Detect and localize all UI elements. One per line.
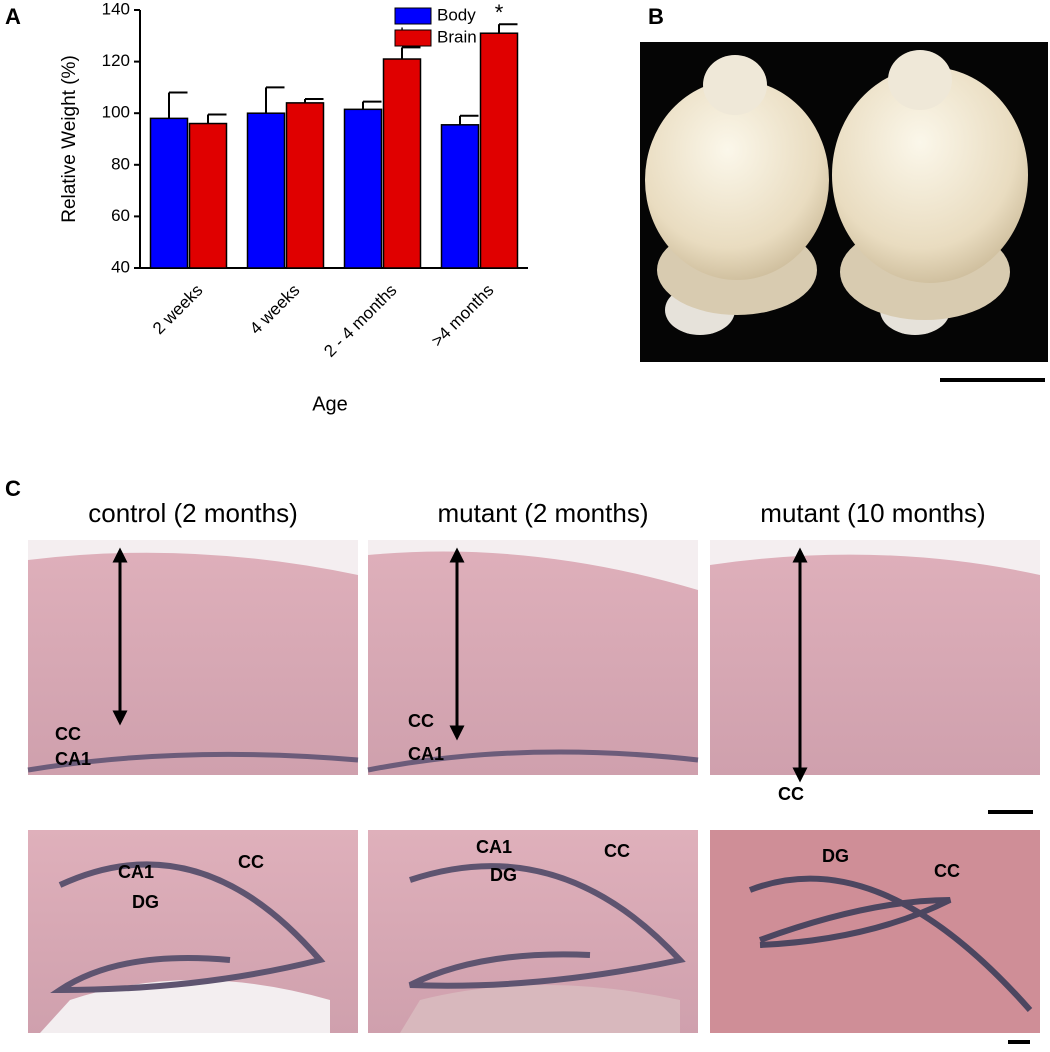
y-tick-label: 60 [111, 206, 130, 225]
y-axis-label: Relative Weight (%) [59, 55, 80, 223]
y-tick-label: 40 [111, 257, 130, 276]
panel-label: B [648, 4, 664, 29]
region-label: CC [604, 841, 630, 861]
error-bar [459, 114, 479, 125]
x-tick-label: 2 weeks [149, 281, 207, 339]
bar [440, 124, 480, 269]
error-bar [304, 98, 324, 103]
x-tick-label: 2 - 4 months [320, 281, 400, 361]
bar [246, 112, 286, 269]
error-bar [362, 100, 382, 110]
bar [343, 108, 383, 269]
error-bar [207, 113, 227, 124]
region-label: DG [822, 846, 849, 866]
region-label: CC [778, 784, 804, 804]
column-title: mutant (10 months) [760, 498, 985, 528]
legend-swatch [394, 29, 432, 47]
error-bar [498, 23, 518, 34]
region-label: DG [132, 892, 159, 912]
region-label: CC [408, 711, 434, 731]
x-tick-label: 4 weeks [246, 281, 304, 339]
histology-images [27, 540, 1040, 1033]
scale-bar [940, 378, 1045, 382]
panel-label: A [5, 4, 21, 29]
bar [149, 117, 189, 269]
legend-label: Brain [437, 27, 477, 46]
region-label: CA1 [118, 862, 154, 882]
column-title: control (2 months) [88, 498, 298, 528]
region-label: CC [238, 852, 264, 872]
panel-label: C [5, 476, 21, 501]
scale-bar [988, 810, 1033, 814]
x-tick-label: >4 months [428, 281, 498, 351]
region-label: CC [55, 724, 81, 744]
legend-label: Body [437, 5, 476, 24]
y-tick-label: 120 [102, 51, 130, 70]
bar [285, 102, 325, 269]
x-axis-label: Age [312, 393, 348, 415]
bar [382, 58, 422, 269]
y-tick-label: 140 [102, 0, 130, 18]
column-title: mutant (2 months) [438, 498, 649, 528]
significance-marker: * [495, 0, 504, 25]
legend-swatch [394, 7, 432, 25]
bar [188, 122, 228, 269]
bar [479, 32, 519, 269]
scale-bar [1008, 1040, 1030, 1044]
error-bar [265, 86, 285, 114]
region-label: CC [934, 861, 960, 881]
error-bar [168, 91, 188, 119]
error-bar [401, 46, 421, 60]
y-tick-label: 80 [111, 154, 130, 173]
brains [645, 50, 1028, 335]
region-label: CA1 [476, 837, 512, 857]
region-label: CA1 [408, 744, 444, 764]
region-label: CA1 [55, 749, 91, 769]
y-tick-label: 100 [102, 103, 130, 122]
region-label: DG [490, 865, 517, 885]
